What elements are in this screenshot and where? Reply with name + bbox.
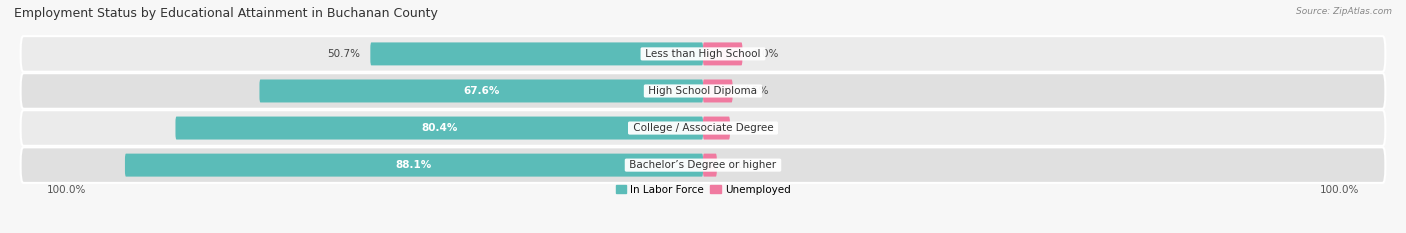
FancyBboxPatch shape <box>21 73 1385 109</box>
FancyBboxPatch shape <box>21 147 1385 183</box>
FancyBboxPatch shape <box>21 110 1385 146</box>
Text: College / Associate Degree: College / Associate Degree <box>630 123 776 133</box>
Text: 50.7%: 50.7% <box>328 49 360 59</box>
Text: 67.6%: 67.6% <box>463 86 499 96</box>
FancyBboxPatch shape <box>703 116 730 140</box>
Text: Bachelor’s Degree or higher: Bachelor’s Degree or higher <box>626 160 780 170</box>
FancyBboxPatch shape <box>125 154 703 177</box>
Text: 88.1%: 88.1% <box>396 160 432 170</box>
FancyBboxPatch shape <box>703 42 742 65</box>
Text: 100.0%: 100.0% <box>46 185 86 195</box>
FancyBboxPatch shape <box>370 42 703 65</box>
FancyBboxPatch shape <box>21 36 1385 72</box>
Text: 4.1%: 4.1% <box>740 123 766 133</box>
FancyBboxPatch shape <box>176 116 703 140</box>
Text: 4.5%: 4.5% <box>742 86 769 96</box>
Legend: In Labor Force, Unemployed: In Labor Force, Unemployed <box>612 181 794 199</box>
FancyBboxPatch shape <box>260 79 703 103</box>
Text: High School Diploma: High School Diploma <box>645 86 761 96</box>
Text: Employment Status by Educational Attainment in Buchanan County: Employment Status by Educational Attainm… <box>14 7 437 20</box>
Text: 80.4%: 80.4% <box>420 123 457 133</box>
FancyBboxPatch shape <box>703 79 733 103</box>
Text: 100.0%: 100.0% <box>1320 185 1360 195</box>
FancyBboxPatch shape <box>703 154 717 177</box>
Text: 2.1%: 2.1% <box>727 160 754 170</box>
Text: 6.0%: 6.0% <box>752 49 779 59</box>
Text: Less than High School: Less than High School <box>643 49 763 59</box>
Text: Source: ZipAtlas.com: Source: ZipAtlas.com <box>1296 7 1392 16</box>
